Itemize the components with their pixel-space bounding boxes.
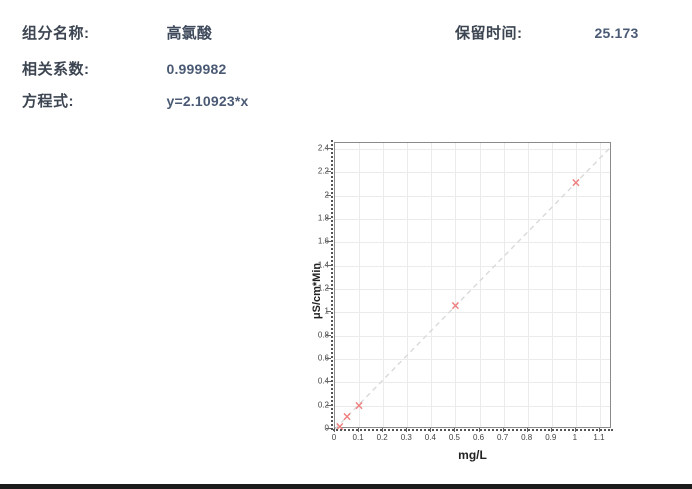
y-axis-tick-mark — [326, 194, 331, 196]
y-axis-tick-mark — [326, 428, 331, 429]
trendline-path — [334, 145, 613, 430]
gridline-vertical — [431, 143, 433, 427]
x-tick-label: 0 — [331, 433, 337, 442]
regression-trendline — [334, 145, 613, 430]
equation-label: 方程式: — [22, 93, 74, 110]
y-tick-label: 1.8 — [317, 213, 329, 223]
x-tick-label: 0.1 — [352, 433, 364, 442]
gridline-vertical — [527, 143, 529, 427]
y-tick-label: 1.4 — [317, 260, 329, 270]
gridline-horizontal — [335, 242, 610, 244]
x-axis-tick-mark — [454, 428, 456, 432]
data-point-marker: × — [570, 175, 581, 190]
x-tick-label: 0.6 — [472, 433, 485, 442]
correlation-coefficient-row: 相关系数: 0.999982 — [22, 58, 226, 79]
y-axis-tick-mark — [326, 287, 331, 289]
x-axis-tick-mark — [574, 428, 576, 432]
x-tick-label: 0.2 — [376, 433, 388, 442]
y-axis-tick-mark — [326, 334, 331, 336]
gridline-horizontal — [335, 358, 610, 360]
y-axis-tick-mark — [326, 381, 331, 383]
data-point-layer: × × × × × — [335, 143, 610, 432]
component-name-label: 组分名称: — [22, 25, 90, 42]
calibration-curve-chart: 0 0.2 0.4 0.6 0.8 1 1.2 1.4 1.6 1.8 2 2.2 2.4 × × × × × … — [300, 132, 630, 467]
y-axis-tick-mark — [326, 264, 331, 266]
y-tick-label: 0.2 — [317, 400, 329, 410]
gridline-horizontal — [335, 405, 610, 407]
data-point-marker: × — [334, 419, 345, 434]
x-axis-tick-mark — [478, 428, 480, 432]
equation-value: y=2.10923*x — [166, 93, 249, 109]
gridline-vertical — [383, 143, 385, 427]
y-tick-label: 2.2 — [317, 166, 329, 176]
gridline-horizontal — [335, 335, 610, 337]
gridline-vertical — [455, 143, 457, 427]
equation-row: 方程式: y=2.10923*x — [22, 90, 248, 111]
x-tick-label: 0.3 — [400, 433, 412, 442]
y-tick-label: 1.6 — [317, 236, 329, 246]
x-tick-label: 0.7 — [497, 433, 509, 442]
x-axis-tick-labels: 0 0.1 0.2 0.3 0.4 0.5 0.6 0.7 0.8 0.9 1 1.1 — [331, 428, 611, 447]
gridline-horizontal — [335, 172, 610, 174]
data-point-marker: × — [354, 398, 365, 413]
y-tick-label: 0.8 — [317, 330, 329, 340]
x-axis-tick-mark — [358, 428, 360, 432]
x-tick-label: 0.5 — [448, 433, 460, 442]
y-axis-tick-mark — [326, 357, 331, 359]
data-point-marker: × — [342, 409, 353, 424]
gridline-horizontal — [335, 312, 610, 314]
y-axis-tick-mark — [326, 147, 331, 149]
x-axis-tick-mark — [502, 428, 504, 432]
retention-time-value: 25.173 — [594, 25, 639, 41]
gridline-horizontal — [335, 195, 610, 197]
correlation-coefficient-value: 0.999982 — [166, 61, 227, 77]
y-axis-tick-mark — [326, 217, 331, 219]
y-axis-tick-labels: 0 0.2 0.4 0.6 0.8 1 1.2 1.4 1.6 1.8 2 2.2 2.4 — [300, 132, 331, 467]
gridline-vertical — [407, 143, 409, 427]
y-tick-label: 1.2 — [317, 283, 329, 293]
y-axis-tick-mark — [326, 311, 331, 313]
y-axis-tick-mark — [326, 171, 331, 173]
y-tick-label: 2.4 — [317, 143, 329, 153]
x-axis-tick-mark — [406, 428, 408, 432]
x-axis-tick-mark — [550, 428, 552, 432]
x-tick-label: 0.9 — [545, 433, 557, 442]
gridline-vertical — [503, 143, 505, 427]
y-axis-tick-mark — [326, 241, 331, 243]
x-tick-label: 0.8 — [521, 433, 533, 442]
x-tick-label: 1.1 — [593, 433, 605, 442]
gridline-vertical — [551, 143, 553, 427]
x-axis-tick-mark — [334, 428, 335, 432]
y-axis-tick-mark — [326, 404, 331, 406]
data-point-marker: × — [450, 298, 461, 313]
x-tick-label: 1 — [572, 433, 578, 442]
gridline-horizontal — [335, 382, 610, 384]
x-tick-label: 0.4 — [424, 433, 436, 442]
x-axis-tick-mark — [526, 428, 528, 432]
retention-time-label: 保留时间: — [455, 25, 523, 42]
gridline-vertical — [479, 143, 481, 427]
y-tick-label: 0.6 — [317, 353, 329, 363]
x-axis-title: mg/L — [458, 448, 487, 462]
gridline-vertical — [599, 143, 601, 427]
plot-area: × × × × × — [334, 142, 613, 432]
y-axis-title: μS/cm*Min — [311, 262, 323, 320]
x-axis-tick-mark — [382, 428, 384, 432]
x-axis-tick-mark — [598, 428, 600, 432]
correlation-coefficient-label: 相关系数: — [22, 61, 90, 78]
gridline-horizontal — [335, 148, 610, 150]
gridline-horizontal — [335, 288, 610, 290]
component-name-row: 组分名称: 高氯酸 — [22, 22, 212, 43]
x-axis-spine — [333, 429, 613, 431]
gridline-vertical — [359, 143, 361, 427]
retention-time-row: 保留时间: 25.173 — [455, 22, 638, 43]
gridline-vertical — [575, 143, 577, 427]
gridline-horizontal — [335, 265, 610, 267]
gridline-horizontal — [335, 218, 610, 220]
y-axis-spine — [331, 140, 333, 430]
x-axis-tick-mark — [430, 428, 432, 432]
y-tick-label: 0.4 — [317, 376, 329, 386]
component-name-value: 高氯酸 — [166, 25, 213, 42]
